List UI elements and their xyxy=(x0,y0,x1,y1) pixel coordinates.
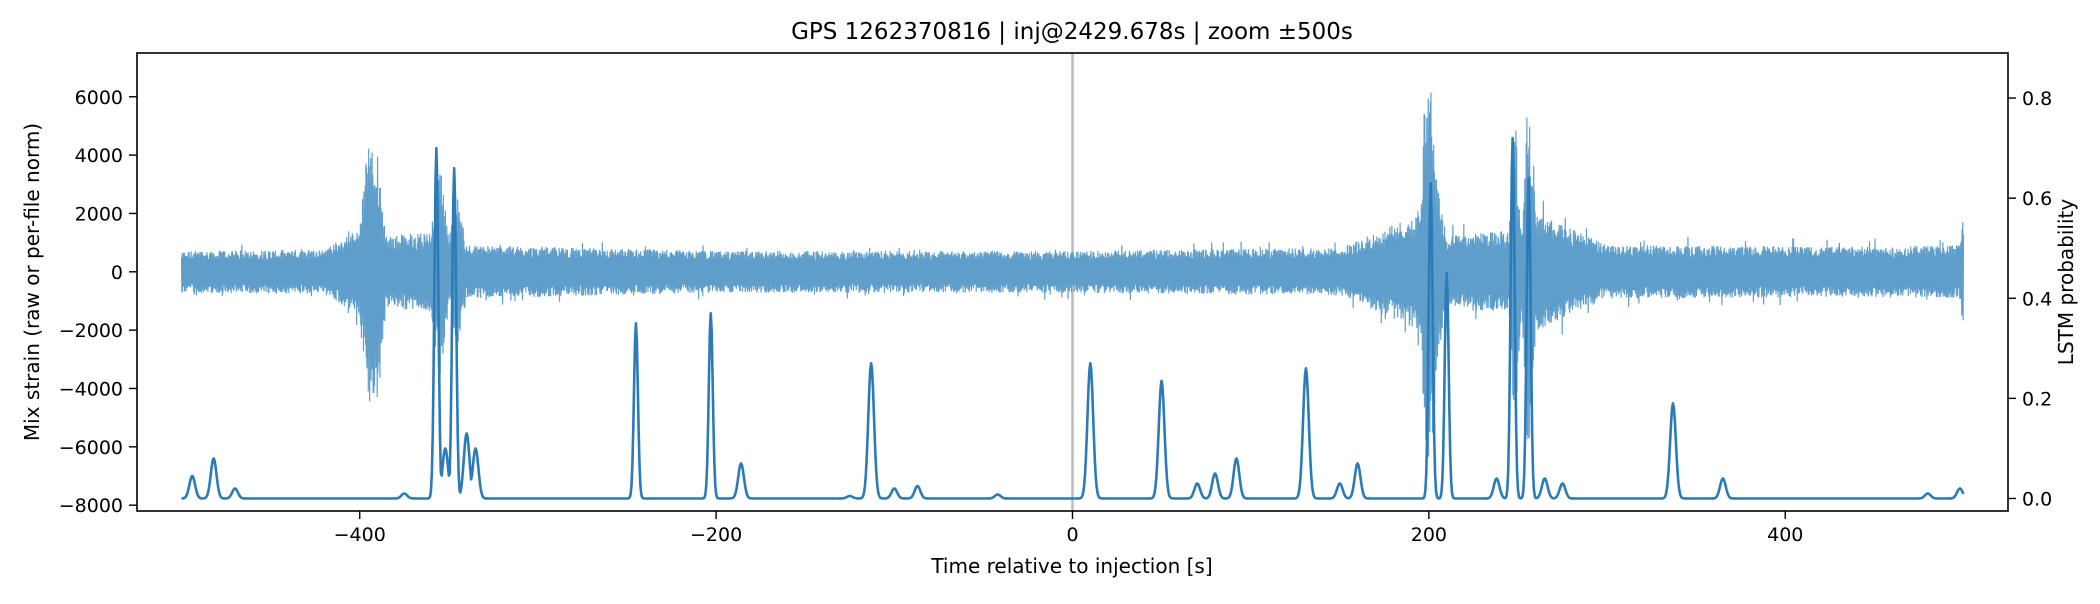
x-axis-ticks: −400 −200 0 200 400 xyxy=(334,511,1803,546)
x-tick-label: −400 xyxy=(334,524,386,546)
right-y-tick-label: 0.8 xyxy=(2022,88,2052,110)
right-axis-label: LSTM probability xyxy=(2054,199,2078,366)
lstm-probability-series-line xyxy=(181,136,1965,500)
right-y-tick-label: 0.0 xyxy=(2022,488,2052,510)
left-y-tick-label: 6000 xyxy=(75,87,123,109)
right-y-tick-label: 0.6 xyxy=(2022,188,2052,210)
chart-title: GPS 1262370816 | inj@2429.678s | zoom ±5… xyxy=(791,19,1353,45)
strain-series-line xyxy=(180,92,1965,457)
left-y-tick-label: 0 xyxy=(111,262,123,284)
left-y-tick-label: −6000 xyxy=(59,437,123,459)
x-tick-label: 400 xyxy=(1767,524,1803,546)
left-axis-ticks: 6000 4000 2000 0 −2000 −4000 −6000 −8000 xyxy=(59,87,137,517)
left-y-tick-label: −4000 xyxy=(59,378,123,400)
right-y-tick-label: 0.4 xyxy=(2022,288,2052,310)
x-axis-label: Time relative to injection [s] xyxy=(930,554,1212,578)
x-tick-label: 200 xyxy=(1411,524,1447,546)
x-tick-label: 0 xyxy=(1066,524,1078,546)
left-axis-label: Mix strain (raw or per-file norm) xyxy=(20,123,44,441)
right-y-tick-label: 0.2 xyxy=(2022,388,2052,410)
left-y-tick-label: 2000 xyxy=(75,203,123,225)
left-y-tick-label: 4000 xyxy=(75,145,123,167)
left-y-tick-label: −8000 xyxy=(59,495,123,517)
left-y-tick-label: −2000 xyxy=(59,320,123,342)
right-axis-ticks: 0.8 0.6 0.4 0.2 0.0 xyxy=(2008,88,2052,510)
x-tick-label: −200 xyxy=(690,524,742,546)
plot-frame xyxy=(136,52,2009,512)
